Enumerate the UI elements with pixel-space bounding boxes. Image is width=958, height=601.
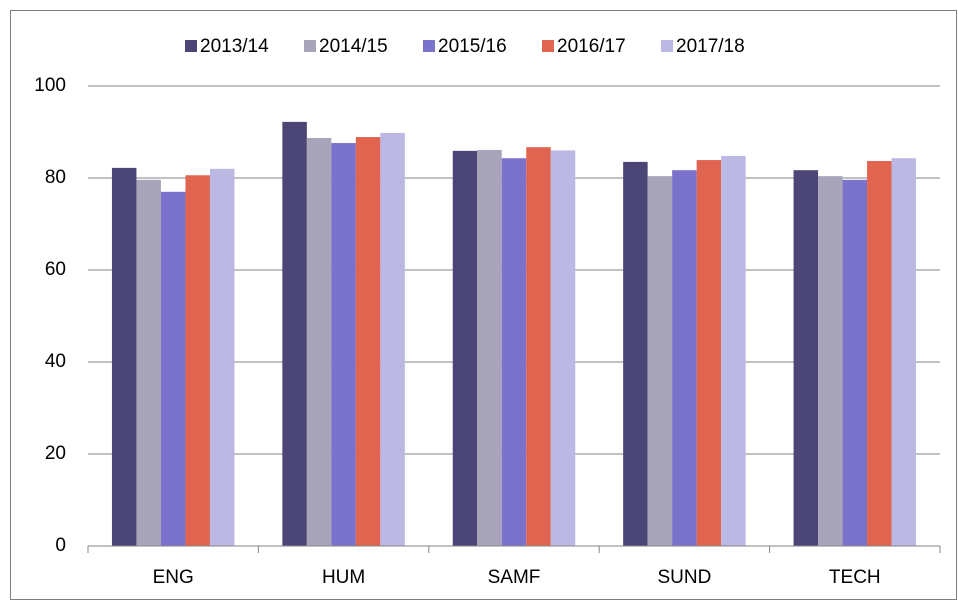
y-tick-label: 0 <box>55 535 66 556</box>
bar <box>282 121 307 546</box>
bar <box>185 175 210 547</box>
bar <box>306 137 332 547</box>
bar <box>793 170 819 546</box>
legend-label: 2017/18 <box>676 36 745 57</box>
legend-swatch <box>304 40 316 52</box>
bar <box>647 176 673 546</box>
legend-label: 2014/15 <box>319 36 388 57</box>
legend-label: 2016/17 <box>557 36 626 57</box>
legend-label: 2015/16 <box>438 36 507 57</box>
bar <box>380 132 405 547</box>
bar <box>209 168 235 547</box>
bar <box>501 158 527 546</box>
bar <box>867 160 892 547</box>
y-tick-label: 100 <box>34 75 66 96</box>
bar <box>550 150 576 546</box>
legend-swatch <box>423 40 435 52</box>
bar <box>160 191 186 547</box>
bar <box>623 161 648 546</box>
legend-label: 2013/14 <box>200 36 269 57</box>
bar <box>721 155 746 547</box>
bar <box>477 149 502 546</box>
x-tick-label: SAMF <box>488 567 541 588</box>
bar <box>891 158 917 546</box>
bar <box>672 170 697 546</box>
legend-swatch <box>661 40 673 52</box>
x-tick-label: HUM <box>322 567 365 588</box>
bar <box>818 176 843 546</box>
x-tick-label: SUND <box>657 567 711 588</box>
x-tick-label: TECH <box>829 567 881 588</box>
y-tick-label: 60 <box>45 259 66 280</box>
y-tick-label: 20 <box>45 443 66 464</box>
y-tick-label: 40 <box>45 351 66 372</box>
bar <box>136 179 161 546</box>
chart-frame <box>10 10 957 600</box>
bar <box>111 167 137 546</box>
bar <box>331 143 356 547</box>
y-tick-label: 80 <box>45 167 66 188</box>
bar <box>452 150 478 547</box>
x-tick-label: ENG <box>153 567 194 588</box>
bar <box>696 160 722 546</box>
bar <box>842 179 868 546</box>
bar <box>526 147 551 546</box>
legend-swatch <box>542 40 554 52</box>
legend-swatch <box>185 40 197 52</box>
bar <box>355 137 381 546</box>
